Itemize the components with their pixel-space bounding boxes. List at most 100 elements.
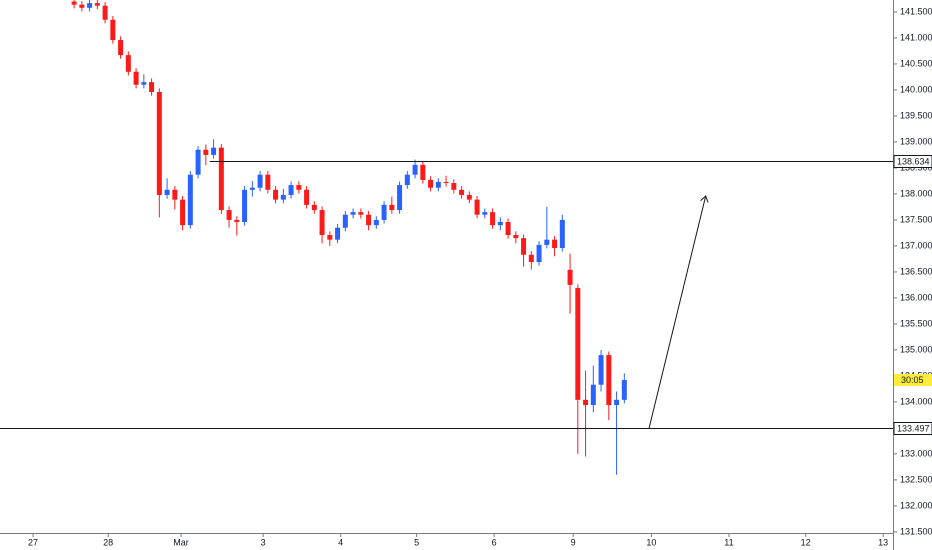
x-tick-label: 10 bbox=[646, 537, 656, 547]
candle-body bbox=[94, 3, 100, 6]
candle-body bbox=[497, 222, 503, 226]
x-tick-label: 13 bbox=[878, 537, 888, 547]
y-tick-label: 137.500 bbox=[900, 214, 932, 224]
candle-body bbox=[156, 92, 162, 195]
y-tick-label: 131.500 bbox=[900, 526, 932, 536]
candle-body bbox=[590, 384, 596, 406]
candle-body bbox=[528, 254, 534, 263]
candle-body bbox=[583, 399, 589, 406]
candle-body bbox=[466, 194, 472, 200]
candle-body bbox=[118, 40, 124, 56]
y-tick-label: 132.000 bbox=[900, 500, 932, 510]
y-tick-label: 139.500 bbox=[900, 110, 932, 120]
candle-body bbox=[125, 55, 131, 72]
candle-body bbox=[389, 204, 395, 211]
candle-body bbox=[257, 174, 263, 188]
candle-body bbox=[428, 179, 434, 188]
x-tick-label: 5 bbox=[414, 537, 419, 547]
x-tick-label: 4 bbox=[338, 537, 343, 547]
candle-body bbox=[621, 380, 627, 400]
price-label-box bbox=[893, 155, 932, 168]
x-tick-label: 3 bbox=[261, 537, 266, 547]
candle-body bbox=[79, 4, 85, 8]
candle-body bbox=[552, 239, 558, 249]
price-label-box bbox=[893, 422, 932, 435]
candle-body bbox=[110, 19, 116, 41]
candle-body bbox=[226, 210, 232, 220]
candle-body bbox=[435, 181, 441, 188]
candle-body bbox=[195, 149, 201, 175]
y-tick-label: 141.500 bbox=[900, 6, 932, 16]
y-tick-label: 136.000 bbox=[900, 292, 932, 302]
candle-body bbox=[180, 199, 186, 226]
y-tick-label: 133.000 bbox=[900, 448, 932, 458]
candle-body bbox=[606, 355, 612, 406]
x-tick-label: 9 bbox=[571, 537, 576, 547]
x-tick-label: 6 bbox=[492, 537, 497, 547]
x-tick-label: 27 bbox=[28, 537, 38, 547]
y-tick-label: 137.000 bbox=[900, 240, 932, 250]
candle-body bbox=[544, 239, 550, 245]
candle-body bbox=[451, 183, 457, 190]
y-tick-label: 141.000 bbox=[900, 32, 932, 42]
candle-body bbox=[412, 164, 418, 175]
candle-body bbox=[172, 189, 178, 200]
candle-body bbox=[249, 187, 255, 190]
y-tick-label: 138.000 bbox=[900, 188, 932, 198]
y-tick-label: 140.500 bbox=[900, 58, 932, 68]
candle-body bbox=[288, 185, 294, 195]
candle-body bbox=[575, 288, 581, 400]
candle-body bbox=[513, 235, 519, 239]
y-tick-label: 135.000 bbox=[900, 344, 932, 354]
y-tick-label: 135.500 bbox=[900, 318, 932, 328]
y-tick-label: 136.500 bbox=[900, 266, 932, 276]
candle-body bbox=[304, 189, 310, 205]
candle-body bbox=[187, 174, 193, 226]
candle-body bbox=[164, 189, 170, 195]
candle-body bbox=[373, 219, 379, 226]
candle-body bbox=[358, 212, 364, 215]
candle-body bbox=[265, 174, 271, 190]
candle-body bbox=[242, 189, 248, 223]
candle-body bbox=[567, 269, 573, 285]
candle-body bbox=[335, 227, 341, 240]
candle-body bbox=[273, 189, 279, 200]
candle-body bbox=[536, 244, 542, 263]
candle-body bbox=[141, 82, 147, 85]
candle-body bbox=[397, 185, 403, 211]
x-tick-label: 11 bbox=[724, 537, 733, 547]
candle-body bbox=[149, 82, 155, 93]
candle-body bbox=[234, 219, 240, 223]
x-tick-label: 12 bbox=[801, 537, 811, 547]
candle-body bbox=[71, 1, 77, 5]
y-tick-label: 132.500 bbox=[900, 474, 932, 484]
candle-body bbox=[296, 185, 302, 190]
candle-body bbox=[319, 210, 325, 236]
candle-body bbox=[474, 199, 480, 215]
candle-body bbox=[133, 71, 139, 85]
candle-body bbox=[366, 214, 372, 226]
candle-body bbox=[598, 355, 604, 385]
y-tick-label: 139.000 bbox=[900, 136, 932, 146]
candle-body bbox=[218, 147, 224, 211]
candle-body bbox=[102, 5, 108, 20]
candle-body bbox=[381, 204, 387, 220]
candle-body bbox=[203, 149, 209, 155]
candle-body bbox=[443, 181, 449, 184]
candle-body bbox=[87, 3, 93, 8]
candle-body bbox=[211, 147, 217, 155]
candle-body bbox=[505, 222, 511, 236]
candle-body bbox=[559, 219, 565, 249]
candle-body bbox=[327, 235, 333, 240]
candle-body bbox=[490, 212, 496, 226]
candle-body bbox=[404, 174, 410, 186]
candle-body bbox=[311, 204, 317, 211]
candle-body bbox=[459, 189, 465, 195]
price-label: 138.634 bbox=[897, 156, 930, 166]
arrow bbox=[648, 196, 706, 429]
candle-body bbox=[521, 238, 527, 255]
candle-body bbox=[350, 212, 356, 215]
countdown: 30:05 bbox=[901, 375, 924, 385]
